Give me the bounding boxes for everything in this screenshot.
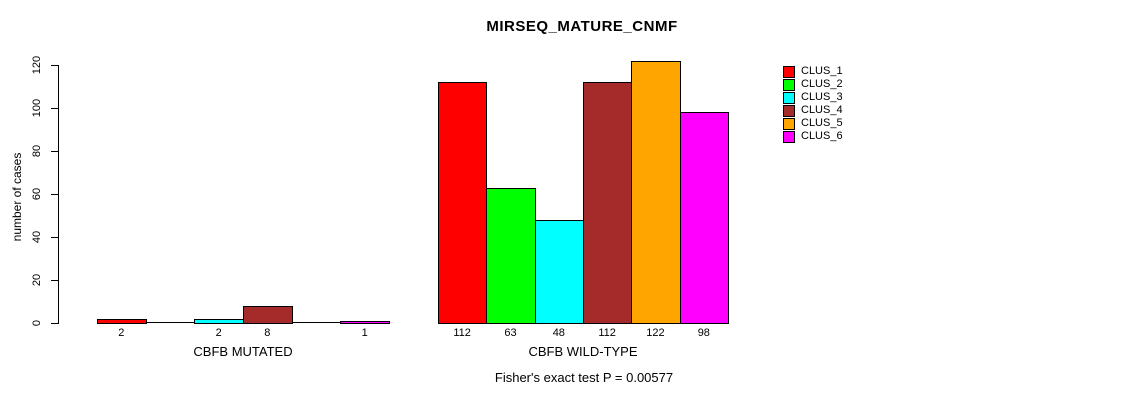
legend-label: CLUS_1 [801, 65, 843, 77]
x-group-label-mutated: CBFB MUTATED [193, 344, 293, 359]
y-axis-tick [51, 65, 58, 66]
bar-value-label: 48 [552, 327, 565, 339]
bar-value-label: 8 [264, 327, 271, 339]
legend-item: CLUS_4 [783, 104, 843, 117]
y-axis-tick [51, 237, 58, 238]
bar-clus_5-zero [291, 322, 342, 323]
legend-swatch-clus_2 [783, 78, 795, 91]
legend-item: CLUS_3 [783, 91, 843, 104]
bar-clus_4 [582, 82, 633, 324]
legend-label: CLUS_3 [801, 91, 843, 103]
legend-swatch-clus_5 [783, 117, 795, 130]
fisher-test-annotation: Fisher's exact test P = 0.00577 [494, 370, 674, 385]
legend-item: CLUS_1 [783, 65, 843, 78]
y-axis-tick [51, 194, 58, 195]
y-axis-tick-label: 100 [31, 98, 43, 118]
bar-clus_6 [340, 320, 390, 324]
bar-clus_2-zero [145, 322, 196, 323]
y-axis-tick-label: 0 [31, 319, 43, 327]
legend-label: CLUS_4 [801, 104, 843, 116]
bar-value-label: 122 [646, 327, 665, 339]
bar-value-label: 112 [453, 327, 471, 339]
bar-value-label: 1 [361, 327, 368, 339]
legend-swatch-clus_6 [783, 130, 795, 143]
bar-clus_1 [97, 318, 147, 324]
bar-clus_1 [438, 82, 488, 324]
legend-swatch-clus_1 [783, 65, 795, 78]
bar-value-label: 2 [118, 327, 125, 339]
legend-label: CLUS_5 [801, 117, 843, 129]
bar-value-label: 2 [215, 327, 222, 339]
bar-clus_2 [486, 187, 536, 324]
y-axis-tick [51, 323, 58, 324]
bar-clus_5 [631, 60, 681, 324]
bar-value-label: 112 [598, 327, 616, 339]
y-axis-tick [51, 108, 58, 109]
bar-value-label: 98 [697, 327, 710, 339]
legend-item: CLUS_2 [783, 78, 843, 91]
bar-clus_3 [534, 219, 584, 324]
y-axis-tick-label: 60 [31, 187, 43, 201]
y-axis-tick [51, 280, 58, 281]
bar-value-label: 63 [504, 327, 517, 339]
legend-swatch-clus_3 [783, 91, 795, 104]
legend-item: CLUS_6 [783, 130, 843, 143]
legend-swatch-clus_4 [783, 104, 795, 117]
y-axis-tick [51, 151, 58, 152]
y-axis-tick-label: 80 [31, 144, 43, 158]
y-axis-tick-label: 40 [31, 230, 43, 244]
legend-label: CLUS_2 [801, 78, 843, 90]
y-axis-tick-label: 20 [31, 273, 43, 287]
chart-title: MIRSEQ_MATURE_CNMF [486, 18, 678, 35]
bar-clus_6 [679, 112, 729, 324]
bar-clus_3 [194, 318, 244, 324]
legend: CLUS_1 CLUS_2 CLUS_3 CLUS_4 CLUS_5 CLUS_6 [783, 65, 843, 143]
y-axis-line [58, 65, 59, 324]
bar-clus_4 [243, 305, 293, 324]
y-axis-label: number of cases [10, 152, 24, 242]
y-axis-tick-label: 120 [31, 55, 43, 75]
legend-label: CLUS_6 [801, 130, 843, 142]
legend-item: CLUS_5 [783, 117, 843, 130]
x-group-label-wildtype: CBFB WILD-TYPE [528, 344, 638, 359]
